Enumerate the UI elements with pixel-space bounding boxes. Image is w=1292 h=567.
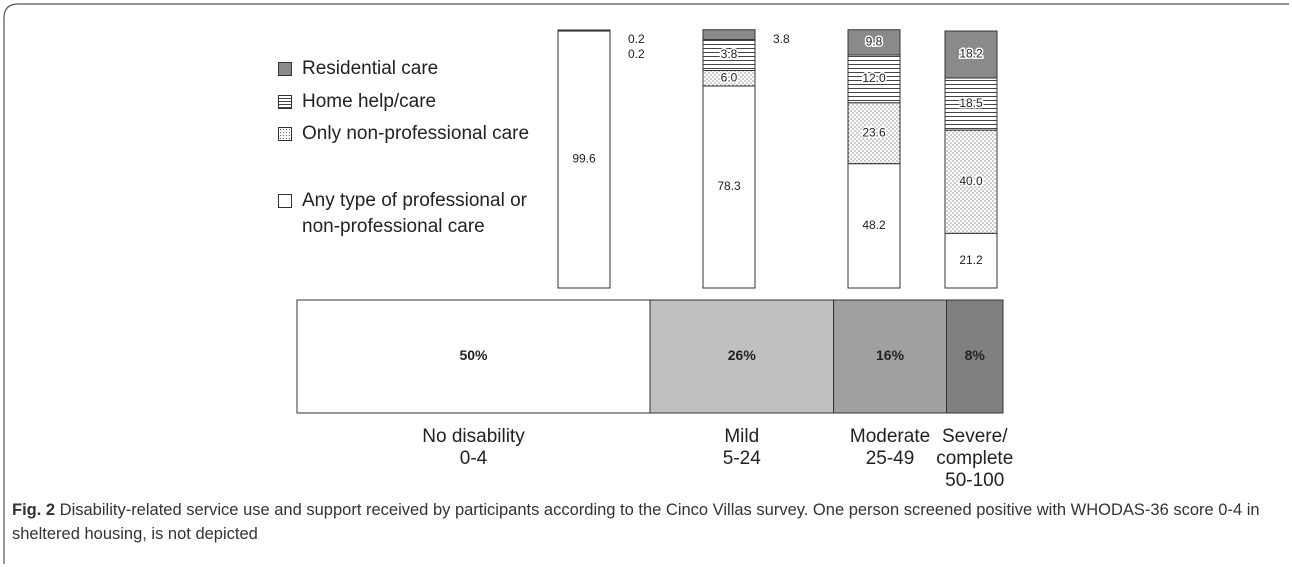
proportion-segment xyxy=(296,299,651,414)
legend-label: Home help/care xyxy=(302,91,437,112)
bar-segment xyxy=(944,30,998,79)
caption: Fig. 2 Disability-related service use an… xyxy=(12,498,1280,546)
bar-segment xyxy=(944,129,998,234)
value-label: 18.5 xyxy=(959,96,983,110)
value-label: 21.2 xyxy=(959,253,983,267)
value-label: 3.8 xyxy=(721,47,738,61)
proportion-segment xyxy=(946,299,1004,414)
proportion-segment xyxy=(833,299,948,414)
category-label: Severe/ complete 50-100 xyxy=(936,426,1014,491)
caption-label: Fig. 2 xyxy=(12,501,56,519)
bar-segment xyxy=(702,39,756,72)
bar-segment xyxy=(944,77,998,131)
legend-swatch xyxy=(278,95,292,109)
value-label: 18.2 xyxy=(959,47,983,61)
category-label: Mild 5-24 xyxy=(722,426,761,469)
bar-segment xyxy=(847,29,901,56)
value-label: 99.6 xyxy=(572,152,596,166)
value-label: 40.0 xyxy=(959,174,983,188)
legend-label: Any type of professional or non-professi… xyxy=(302,190,527,237)
value-label: 48.2 xyxy=(862,218,886,232)
value-label: 50% xyxy=(459,347,488,363)
bar-segment xyxy=(557,30,611,289)
value-label: 9.8 xyxy=(866,35,883,49)
bar-segment xyxy=(702,85,756,289)
legend-label: Residential care xyxy=(302,58,439,79)
bar-segment xyxy=(847,163,901,289)
caption-text: Disability-related service use and suppo… xyxy=(12,501,1260,543)
legend-swatch xyxy=(278,127,292,141)
value-label: 12.0 xyxy=(862,71,886,85)
value-label: 16% xyxy=(876,347,905,363)
category-label: No disability 0-4 xyxy=(422,426,525,469)
value-label: 8% xyxy=(965,347,986,363)
bar-segment xyxy=(702,29,756,41)
legend-label: Only non-professional care xyxy=(302,123,530,144)
value-label: 26% xyxy=(728,347,757,363)
value-label: 6.0 xyxy=(721,70,738,84)
category-label: Moderate 25-49 xyxy=(849,426,931,469)
value-label: 3.8 xyxy=(773,32,790,46)
legend-swatch xyxy=(278,62,292,76)
legend-swatch xyxy=(278,194,292,208)
bar-segment xyxy=(847,102,901,165)
value-label: 78.3 xyxy=(717,179,741,193)
frame xyxy=(3,3,1289,564)
value-label: 0.2 xyxy=(628,47,645,61)
value-label: 23.6 xyxy=(862,125,886,139)
value-label: 0.2 xyxy=(628,32,645,46)
bar-segment xyxy=(557,29,611,32)
